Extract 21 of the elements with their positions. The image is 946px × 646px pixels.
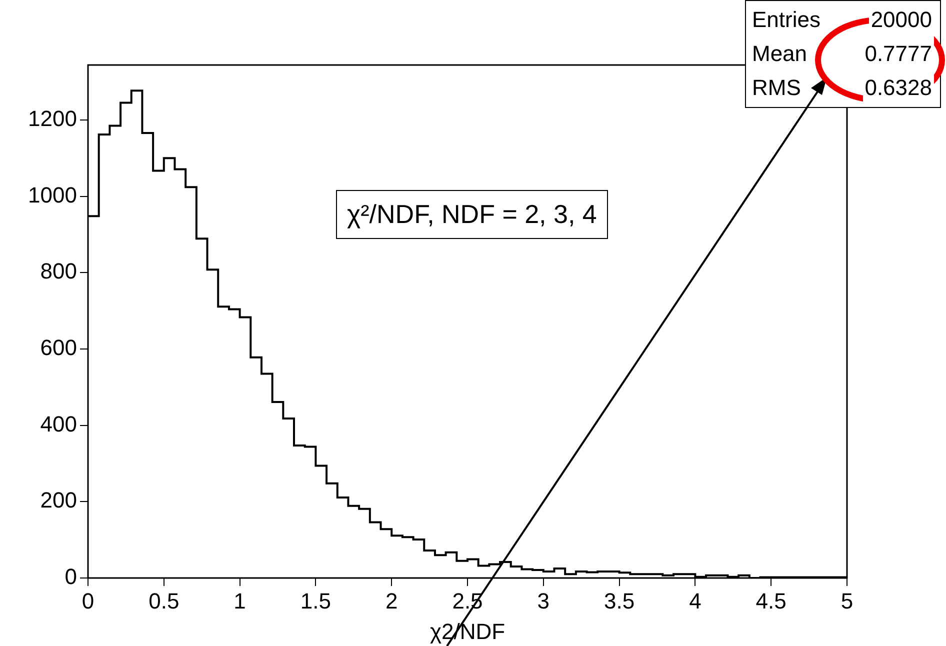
x-tick-label: 0: [82, 588, 94, 614]
x-tick-label: 1: [234, 588, 246, 614]
x-tick-label: 4.5: [756, 588, 786, 614]
x-tick-label: 3: [537, 588, 550, 614]
annotation: χ²/NDF, NDF = 2, 3, 4: [336, 190, 608, 239]
y-tick-label: 1000: [28, 182, 77, 208]
x-tick-label: 0.5: [148, 588, 180, 614]
text: Entries 20000: [752, 7, 932, 32]
x-tick-label: 2: [385, 588, 398, 614]
y-tick-label: 200: [40, 488, 77, 513]
x-tick-label: 5: [840, 588, 854, 614]
text: Mean 0.7777: [752, 41, 932, 66]
y-tick-label: 400: [40, 411, 77, 436]
y-tick-label: 600: [40, 335, 77, 360]
x-tick-label: 3.5: [604, 588, 635, 614]
y-tick-label: 1200: [28, 106, 77, 132]
x-tick-label: 1.5: [300, 588, 331, 614]
y-tick-label: 0: [64, 564, 77, 590]
text: RMS 0.6328: [752, 75, 932, 100]
x-tick-label: 4: [689, 588, 702, 614]
y-tick-label: 800: [40, 258, 77, 284]
